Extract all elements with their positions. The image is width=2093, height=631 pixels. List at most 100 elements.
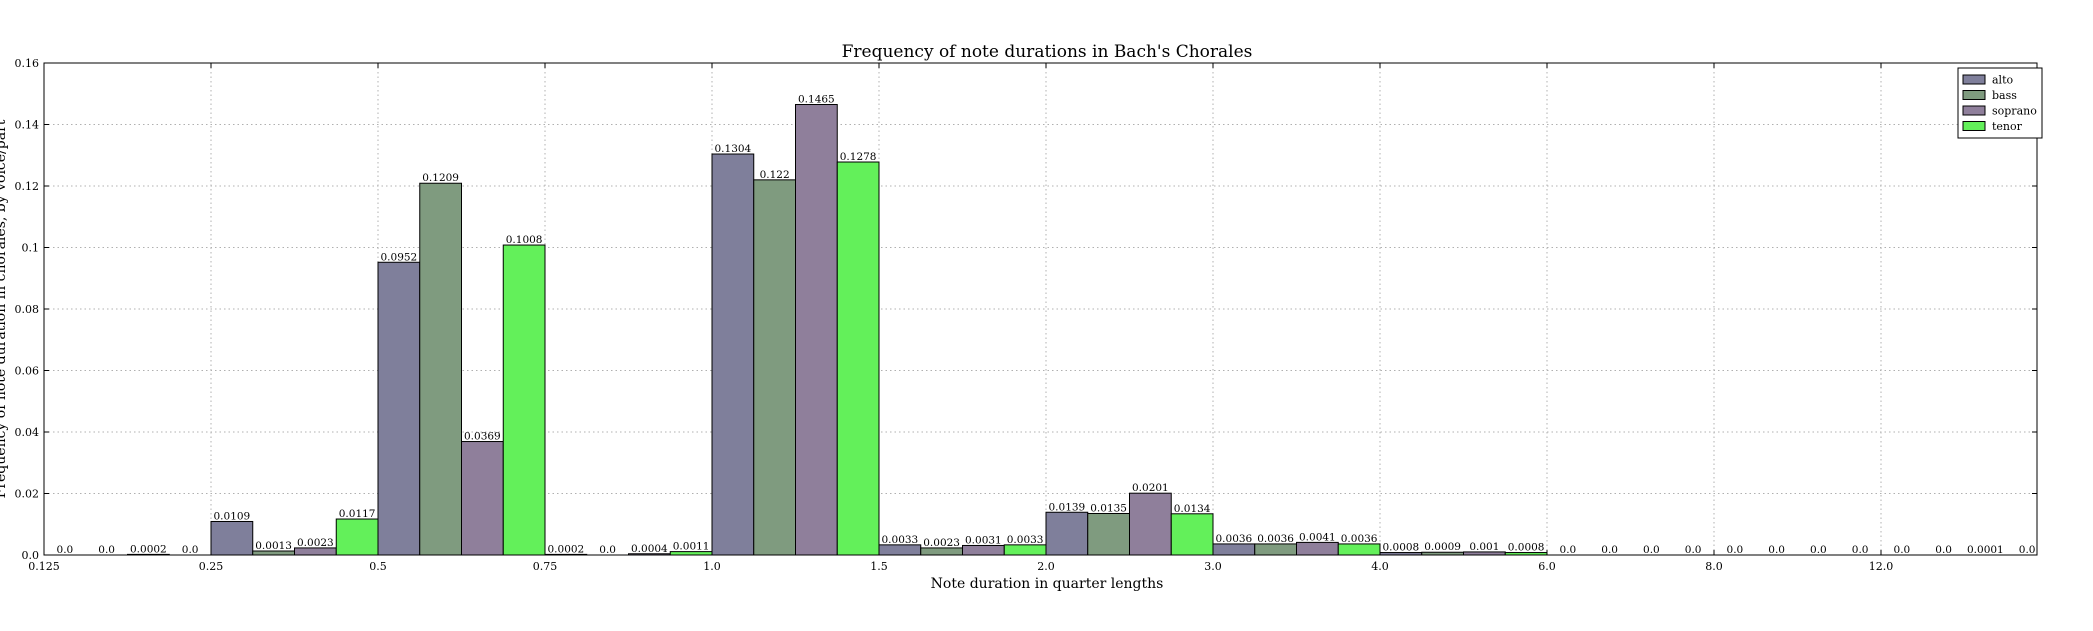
bar-soprano — [795, 104, 838, 556]
data-label: 0.0 — [1601, 544, 1618, 556]
data-label: 0.0008 — [1508, 542, 1545, 554]
x-tick-label: 1.5 — [870, 560, 888, 573]
y-tick-label: 0.08 — [15, 303, 40, 316]
y-tick-label: 0.0 — [22, 549, 40, 562]
data-label: 0.0023 — [297, 537, 334, 549]
bar-soprano — [461, 441, 504, 556]
bar-bass — [1087, 512, 1130, 556]
data-label: 0.0 — [1894, 544, 1911, 556]
data-label: 0.0009 — [1424, 541, 1461, 553]
bar-bass — [753, 179, 796, 556]
bar-soprano — [962, 544, 1005, 556]
data-label: 0.0 — [1727, 544, 1744, 556]
bar-soprano — [1129, 492, 1172, 556]
legend-swatch-tenor — [1962, 121, 1986, 131]
x-tick-label: 0.5 — [369, 560, 387, 573]
data-label: 0.0036 — [1216, 533, 1253, 545]
bar-tenor — [836, 161, 880, 556]
data-label: 0.1465 — [798, 94, 835, 106]
data-label: 0.0109 — [214, 510, 251, 522]
bar-alto — [1045, 511, 1089, 556]
data-label: 0.0011 — [673, 541, 710, 553]
legend-label-soprano: soprano — [1992, 105, 2037, 118]
data-label: 0.0201 — [1132, 482, 1169, 494]
y-tick-label: 0.02 — [15, 488, 40, 501]
x-axis-ticks: 0.125 0.25 0.5 0.75 1.0 1.5 2.0 3.0 4.0 6.0 8.0 12.… — [28, 63, 1893, 573]
data-label: 0.0 — [1560, 544, 1577, 556]
grid-lines — [44, 63, 2037, 555]
data-label: 0.0 — [57, 544, 74, 556]
legend-swatch-bass — [1962, 90, 1986, 100]
data-label: 0.0013 — [255, 540, 292, 552]
data-label: 0.0033 — [882, 534, 919, 546]
data-label: 0.122 — [760, 169, 790, 181]
data-label: 0.0 — [1935, 544, 1952, 556]
data-label: 0.0002 — [548, 543, 585, 555]
bar-soprano — [294, 547, 337, 556]
data-label: 0.1008 — [506, 234, 543, 246]
data-label: 0.0041 — [1299, 531, 1336, 543]
x-tick-label: 0.125 — [28, 560, 60, 573]
y-tick-label: 0.04 — [15, 426, 40, 439]
x-tick-label: 8.0 — [1705, 560, 1723, 573]
data-label: 0.0 — [2019, 544, 2036, 556]
x-tick-label: 6.0 — [1538, 560, 1556, 573]
data-label: 0.0 — [98, 544, 115, 556]
data-label: 0.0002 — [130, 543, 167, 555]
x-tick-label: 3.0 — [1204, 560, 1222, 573]
bar-bass — [1254, 543, 1297, 556]
y-axis-ticks: 0.0 0.02 0.04 0.06 0.08 0.1 0.12 0.14 0.16 — [15, 57, 2037, 562]
data-label: 0.0008 — [1383, 542, 1420, 554]
data-label: 0.0036 — [1257, 533, 1294, 545]
bar-alto — [1212, 543, 1256, 556]
y-tick-label: 0.16 — [15, 57, 40, 70]
data-label: 0.0 — [599, 544, 616, 556]
data-label: 0.001 — [1469, 541, 1499, 553]
legend-label-alto: alto — [1992, 74, 2013, 87]
data-label: 0.0001 — [1967, 544, 2004, 556]
bar-tenor — [335, 518, 379, 556]
bars — [127, 104, 1548, 556]
data-label: 0.0004 — [631, 543, 668, 555]
x-tick-label: 2.0 — [1037, 560, 1055, 573]
y-tick-label: 0.12 — [15, 180, 40, 193]
data-label: 0.0 — [1768, 544, 1785, 556]
plot-frame — [43, 62, 2038, 556]
bar-bass — [920, 547, 963, 556]
x-tick-label: 1.0 — [703, 560, 721, 573]
x-tick-label: 4.0 — [1371, 560, 1389, 573]
data-label: 0.0036 — [1341, 533, 1378, 545]
x-axis-label: Note duration in quarter lengths — [931, 576, 1164, 592]
y-tick-label: 0.06 — [15, 365, 40, 378]
data-label: 0.0031 — [965, 534, 1002, 546]
legend-label-bass: bass — [1992, 89, 2017, 102]
bar-tenor — [502, 244, 546, 556]
bar-alto — [210, 520, 254, 556]
data-labels: 0.0 0.0109 0.0952 0.0002 0.1304 0.0033 0.0139 0… — [57, 94, 2036, 556]
legend: alto bass soprano tenor — [1957, 67, 2043, 139]
y-tick-label: 0.1 — [22, 242, 40, 255]
x-tick-label: 0.75 — [533, 560, 558, 573]
bar-alto — [878, 544, 922, 556]
data-label: 0.0952 — [381, 251, 418, 263]
bar-soprano — [1296, 541, 1339, 556]
data-label: 0.0 — [1810, 544, 1827, 556]
data-label: 0.0117 — [339, 508, 376, 520]
data-label: 0.0033 — [1007, 534, 1044, 546]
data-label: 0.0 — [1643, 544, 1660, 556]
data-label: 0.0135 — [1090, 502, 1127, 514]
bar-tenor — [1337, 543, 1381, 556]
legend-label-tenor: tenor — [1992, 120, 2023, 133]
data-label: 0.1278 — [840, 151, 877, 163]
bar-tenor — [1170, 513, 1214, 556]
data-label: 0.0134 — [1174, 503, 1211, 515]
chart-title: Frequency of note durations in Bach's Ch… — [842, 42, 1253, 62]
data-label: 0.0 — [182, 544, 199, 556]
data-label: 0.0139 — [1049, 501, 1086, 513]
legend-swatch-alto — [1962, 74, 1986, 85]
bar-tenor — [1003, 544, 1047, 556]
data-label: 0.1304 — [715, 143, 752, 155]
bar-alto — [711, 153, 755, 556]
data-label: 0.0 — [1852, 544, 1869, 556]
